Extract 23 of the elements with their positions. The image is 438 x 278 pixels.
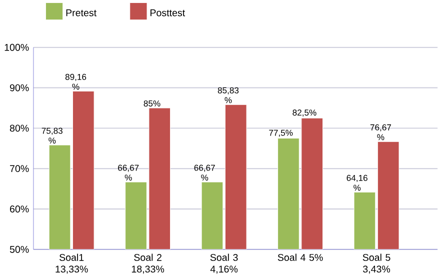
data-label: 85%	[144, 100, 160, 107]
data-label: 89,16 %	[65, 74, 86, 90]
y-tick-label: 100%	[4, 44, 29, 51]
data-label: 85,83 %	[218, 87, 239, 104]
x-tick-label: Soal 3 4,16%	[210, 254, 238, 274]
x-tick-label: Soal 5 3,43%	[362, 254, 390, 274]
x-tick-label: Soal1 13,33%	[56, 254, 88, 274]
x-tick-label: Soal 4 5%	[278, 254, 323, 262]
data-label: 66,67 %	[194, 164, 215, 181]
legend-label: Posttest	[150, 10, 186, 16]
data-label: 82,5%	[292, 110, 316, 117]
y-tick-label: 50%	[10, 246, 29, 253]
data-label: 76,67 %	[370, 124, 392, 140]
y-tick-label: 90%	[10, 84, 29, 92]
data-label: 77,5%	[269, 130, 293, 137]
y-tick-label: 80%	[10, 124, 29, 132]
y-tick-label: 70%	[10, 165, 29, 172]
y-tick-label: 60%	[10, 206, 29, 213]
legend-label: Pretest	[66, 10, 96, 16]
x-tick-label: Soal 2 18,33%	[132, 254, 164, 274]
data-label: 75,83 %	[42, 128, 62, 144]
data-label: 64,16 %	[346, 175, 368, 191]
data-label: 66,67 %	[118, 164, 139, 181]
